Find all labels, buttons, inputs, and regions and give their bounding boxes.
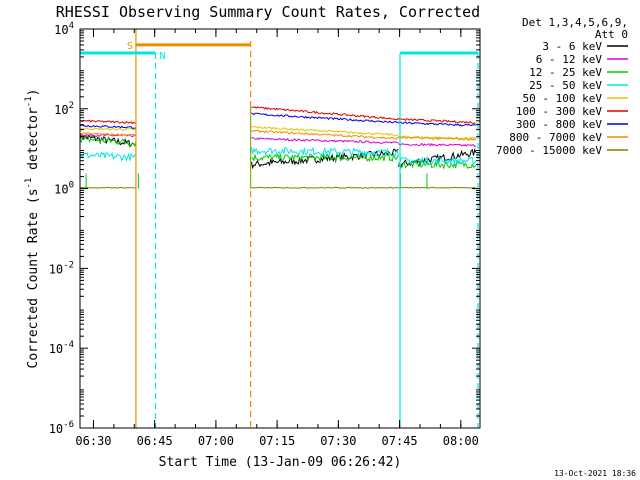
- series-trace: [79, 124, 136, 129]
- series-trace: [398, 186, 476, 189]
- series-trace: [251, 186, 399, 189]
- legend-label: 25 - 50 keV: [529, 79, 602, 92]
- legend-header: Att 0: [595, 28, 628, 41]
- series-trace: [251, 112, 399, 124]
- legend-label: 100 - 300 keV: [516, 105, 602, 118]
- plot-area: SN: [79, 29, 479, 428]
- legend-label: 800 - 7000 keV: [509, 131, 602, 144]
- x-tick-label: 07:15: [259, 434, 295, 448]
- x-tick-label: 07:45: [382, 434, 418, 448]
- night-label: N: [160, 51, 166, 62]
- x-tick-label: 06:30: [75, 434, 111, 448]
- series-trace: [398, 121, 477, 127]
- x-tick-label: 07:30: [320, 434, 356, 448]
- y-tick-label: 100: [54, 181, 74, 197]
- x-tick-label: 06:45: [137, 434, 173, 448]
- legend-label: 7000 - 15000 keV: [496, 144, 602, 157]
- series-trace: [251, 137, 399, 144]
- series-trace: [398, 136, 477, 141]
- saa-label: S: [127, 41, 133, 52]
- series-trace: [79, 186, 136, 189]
- legend-label: 50 - 100 keV: [523, 92, 603, 105]
- series-trace: [79, 127, 136, 131]
- legend-label: 12 - 25 keV: [529, 66, 602, 79]
- series-trace: [79, 135, 137, 147]
- series-trace: [79, 132, 137, 137]
- series-trace: [251, 129, 399, 140]
- series-trace: [251, 152, 399, 163]
- legend-label: 300 - 800 keV: [516, 118, 602, 131]
- series-trace: [397, 117, 476, 125]
- x-tick-label: 07:00: [198, 434, 234, 448]
- legend-header: Det 1,3,4,5,6,9,: [522, 16, 628, 29]
- series-trace: [79, 151, 137, 163]
- series-trace: [251, 126, 399, 137]
- axes: 06:30 06:45 07:00 07:15 07:30 07:45 08:00 10-6 1…: [24, 21, 481, 448]
- series-trace: [398, 142, 477, 147]
- footer-timestamp: 13-Oct-2021 18:36: [554, 469, 636, 478]
- series-trace: [79, 119, 136, 125]
- series-trace: [251, 106, 399, 121]
- legend-label: 6 - 12 keV: [536, 53, 603, 66]
- y-axis-label: Corrected Count Rate (s-1 detector-1): [24, 89, 41, 369]
- y-tick-label: 102: [54, 101, 74, 117]
- y-tick-label: 10-2: [49, 260, 74, 276]
- chart-title: RHESSI Observing Summary Count Rates, Co…: [56, 3, 480, 21]
- series-trace: [398, 155, 477, 166]
- x-axis-label: Start Time (13-Jan-09 06:26:42): [159, 455, 402, 470]
- y-tick-label: 10-6: [49, 420, 74, 436]
- y-tick-label: 10-4: [49, 340, 74, 356]
- plot-frame: [79, 28, 481, 429]
- x-tick-label: 08:00: [443, 434, 479, 448]
- y-tick-label: 104: [54, 21, 74, 37]
- legend-label: 3 - 6 keV: [542, 40, 602, 53]
- series-trace: [250, 146, 399, 158]
- series-trace: [398, 135, 477, 140]
